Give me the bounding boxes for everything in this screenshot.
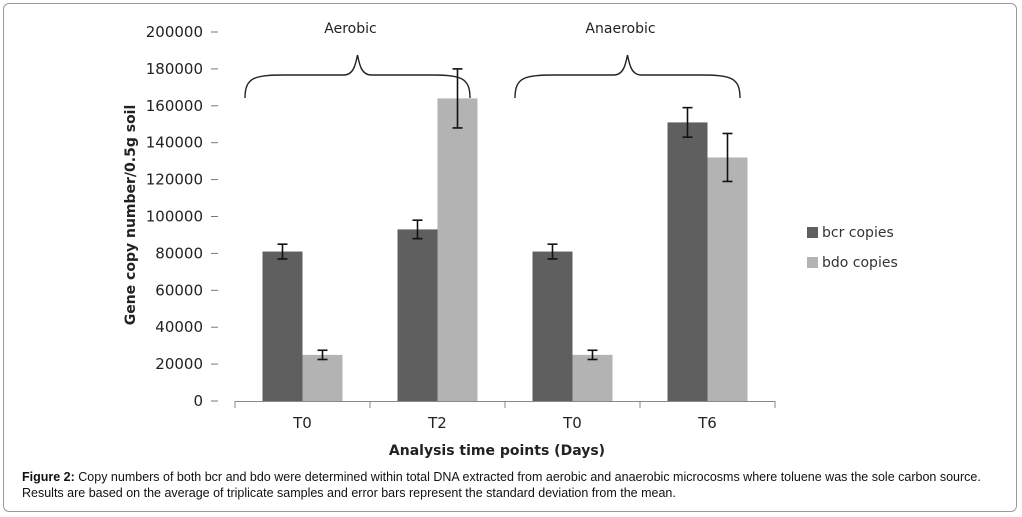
bar [667, 122, 708, 401]
figure-frame [3, 3, 1017, 512]
bar [437, 98, 478, 402]
x-axis: T0 T2 T0 T6 [234, 401, 776, 432]
y-tick-label: 40000 [155, 318, 203, 336]
x-tick-label: T0 [292, 414, 312, 432]
legend: bcr copies bdo copies [807, 225, 898, 271]
y-axis: 0 20000 40000 60000 80000 100000 120000 140000 1… [146, 23, 218, 410]
x-axis-title: Analysis time points (Days) [389, 443, 605, 459]
caption-text: Copy numbers of both bcr and bdo were de… [22, 470, 981, 500]
caption-label: Figure 2: [22, 470, 75, 484]
condition-brackets: Aerobic Anaerobic [244, 21, 741, 99]
bar [572, 354, 613, 401]
figure-caption: Figure 2: Copy numbers of both bcr and b… [22, 469, 1007, 501]
y-tick-label: 180000 [146, 60, 203, 78]
bars [262, 98, 748, 402]
bar-chart: 0 20000 40000 60000 80000 100000 120000 140000 1… [123, 21, 898, 459]
condition-bracket [244, 54, 471, 99]
condition-bracket [514, 54, 741, 99]
bar [397, 229, 438, 401]
x-tick-label: T2 [427, 414, 447, 432]
bar [302, 354, 343, 401]
legend-swatch [807, 257, 818, 268]
error-bars [277, 68, 733, 361]
legend-label: bcr copies [822, 225, 894, 241]
y-tick-label: 140000 [146, 134, 203, 152]
y-tick-label: 80000 [155, 244, 203, 262]
x-tick-label: T6 [697, 414, 717, 432]
x-tick-label: T0 [562, 414, 582, 432]
y-tick-label: 60000 [155, 281, 203, 299]
y-tick-label: 200000 [146, 23, 203, 41]
bar [707, 157, 748, 401]
y-tick-label: 160000 [146, 97, 203, 115]
condition-label: Anaerobic [585, 21, 655, 37]
bar [262, 251, 303, 401]
y-tick-label: 120000 [146, 171, 203, 189]
legend-label: bdo copies [822, 255, 898, 271]
y-axis-title: Gene copy number/0.5g soil [123, 105, 139, 326]
legend-swatch [807, 227, 818, 238]
y-tick-label: 20000 [155, 355, 203, 373]
condition-label: Aerobic [324, 21, 376, 37]
y-tick-label: 100000 [146, 208, 203, 226]
bar [532, 251, 573, 401]
y-tick-label: 0 [193, 392, 203, 410]
